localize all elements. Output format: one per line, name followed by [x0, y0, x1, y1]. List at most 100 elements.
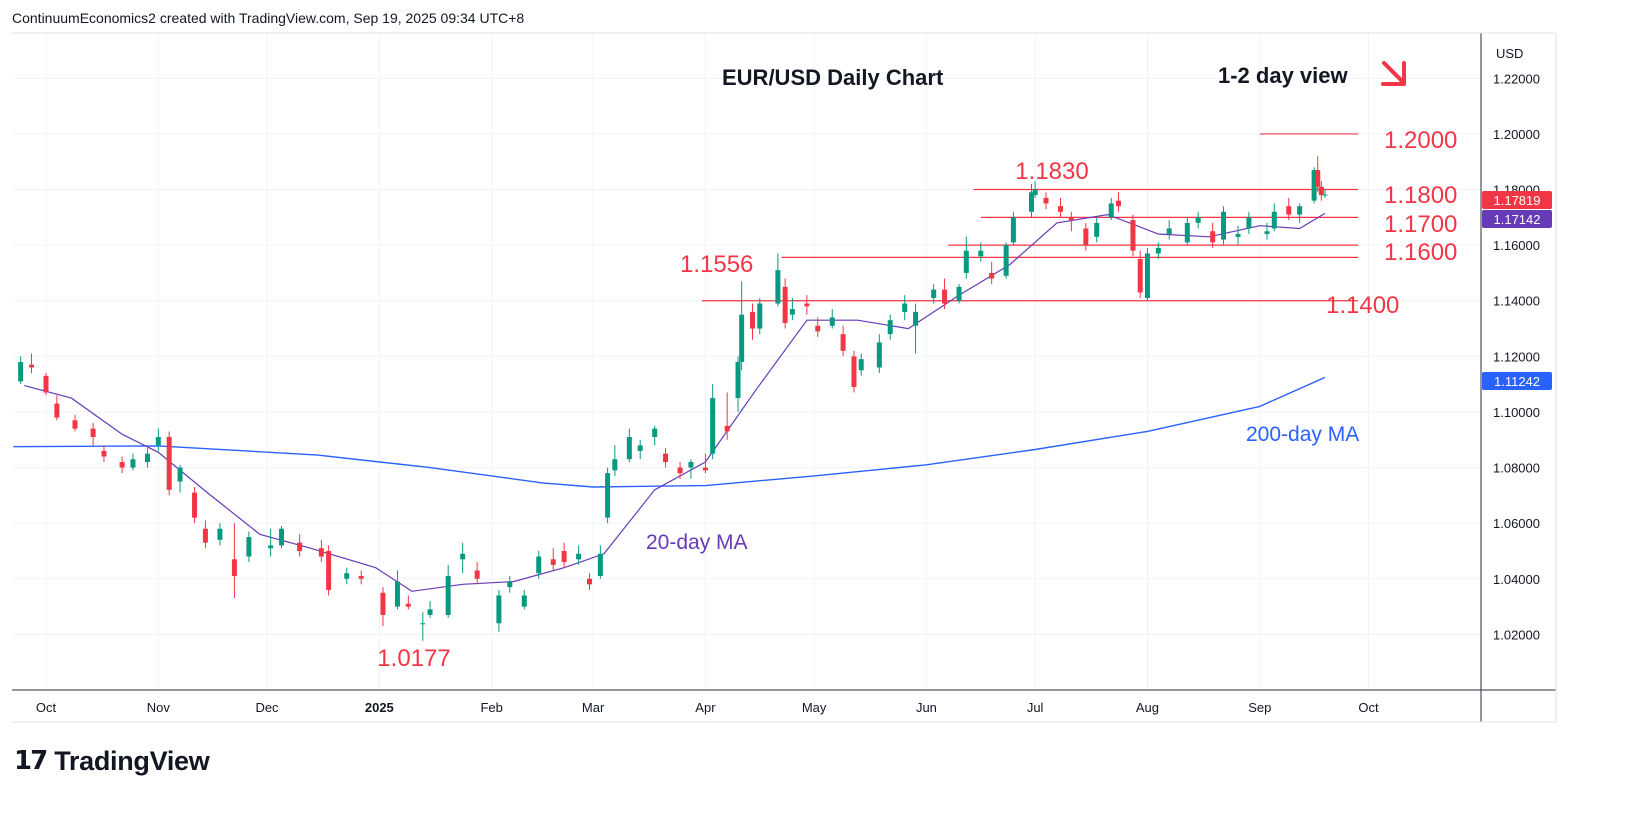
x-tick-label: Nov [147, 700, 171, 715]
candle [978, 242, 984, 262]
candle-body [876, 342, 882, 368]
candle-body [394, 581, 400, 607]
candle [989, 261, 995, 285]
chart-grid [12, 33, 1481, 690]
candle [297, 534, 303, 557]
candle-body [18, 361, 24, 382]
tradingview-logo[interactable]: 17 TradingView [14, 746, 210, 777]
candle [380, 587, 386, 627]
candle-body [963, 250, 969, 273]
candle-body [119, 462, 125, 468]
candle-body [507, 581, 513, 588]
candle [931, 284, 937, 304]
candle [702, 453, 708, 474]
candle [851, 350, 857, 393]
candle [1010, 211, 1016, 246]
candle-body [474, 570, 480, 579]
candle [217, 523, 223, 546]
candle [1115, 192, 1121, 212]
candle-body [724, 425, 730, 432]
candle [427, 601, 433, 618]
candle [597, 545, 603, 579]
candle [1166, 220, 1172, 240]
candle-body [688, 462, 694, 468]
price-badge-ma200: 1.11242 [1482, 372, 1552, 390]
price-badge-label: 1.17142 [1494, 212, 1541, 227]
candle-body [496, 595, 502, 624]
candle [1221, 206, 1227, 246]
candle-body [1210, 231, 1216, 243]
y-tick-label: 1.10000 [1493, 405, 1540, 420]
candle-body [735, 361, 741, 399]
candle-body [1315, 170, 1321, 187]
candle [1083, 222, 1089, 251]
candle-body [202, 528, 208, 543]
candle [775, 253, 781, 307]
candle-body [789, 309, 795, 315]
ma200-line [13, 376, 1326, 488]
candle [887, 314, 893, 340]
candle [1184, 217, 1190, 246]
candle [750, 303, 756, 340]
candle-body [318, 548, 324, 557]
candle [1210, 222, 1216, 248]
candle [1286, 197, 1292, 221]
candle-body [1155, 247, 1161, 254]
candle-body [536, 556, 542, 574]
price-badge-bg [1482, 191, 1552, 209]
currency-label: USD [1496, 46, 1523, 61]
candle-body [358, 576, 364, 579]
candle-body [1010, 217, 1016, 243]
candle [1271, 203, 1277, 232]
candle [318, 539, 324, 563]
candle [782, 278, 788, 329]
y-tick-label: 1.02000 [1493, 627, 1540, 642]
candle-body [1286, 206, 1292, 215]
candle [344, 567, 350, 585]
candle-body [815, 325, 821, 332]
candle-body [637, 445, 643, 451]
candle [460, 542, 466, 574]
candle-body [576, 553, 582, 560]
candle-body [155, 436, 161, 446]
candle-body [612, 459, 618, 471]
price-badge-label: 1.11242 [1494, 374, 1540, 389]
chart-attribution: ContinuumEconomics2 created with Trading… [12, 10, 525, 26]
candle-body [1144, 253, 1150, 298]
candle [420, 612, 426, 641]
candle-body [101, 450, 107, 457]
candles [18, 156, 1328, 641]
candle-body [1264, 231, 1270, 235]
x-tick-label: Oct [1358, 700, 1379, 715]
candle-body [677, 467, 683, 474]
candle-body [231, 559, 237, 577]
candle-body [1322, 194, 1328, 196]
candle [101, 445, 107, 463]
candle [177, 464, 183, 493]
candle-body [1108, 203, 1114, 218]
key-level-label: 1.1400 [1326, 292, 1399, 319]
candle [652, 425, 658, 446]
candle-body [840, 334, 846, 351]
candle [710, 384, 716, 460]
candle [1094, 217, 1100, 243]
candle [474, 562, 480, 585]
candle [166, 431, 172, 496]
candle-body [1221, 211, 1227, 240]
candle-body [1235, 234, 1241, 237]
candle [561, 542, 567, 568]
candle [521, 589, 527, 610]
candle [1315, 156, 1321, 193]
candle-body [710, 398, 716, 454]
candle-body [405, 603, 411, 607]
candle [815, 317, 821, 337]
price-badge-bg [1482, 372, 1552, 390]
candle [43, 373, 49, 396]
candle-body [90, 428, 96, 437]
y-tick-label: 1.14000 [1493, 294, 1540, 309]
x-tick-label: Feb [480, 700, 502, 715]
candle [231, 523, 237, 599]
candle [550, 548, 556, 571]
y-tick-label: 1.20000 [1493, 127, 1540, 142]
